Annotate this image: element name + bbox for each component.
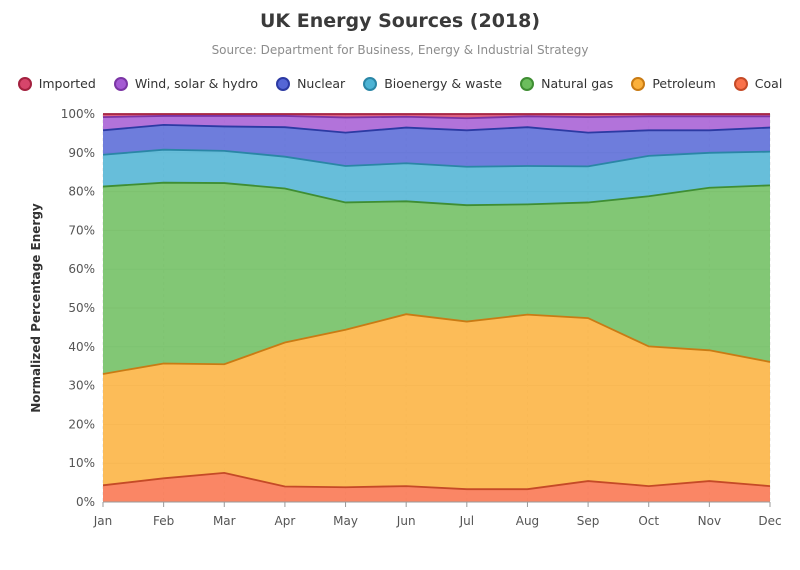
legend-swatch [520, 76, 535, 91]
x-tick-label: May [333, 514, 358, 528]
x-tick-label: Feb [153, 514, 174, 528]
legend-item[interactable]: Nuclear [276, 76, 345, 91]
legend-swatch [17, 76, 32, 91]
series-lines [102, 113, 771, 491]
legend-swatch [733, 76, 748, 91]
legend-label: Imported [38, 76, 96, 91]
y-tick-label: 90% [68, 146, 95, 160]
y-axis: 0% 10% 20% 30% 40% 50% 60% 70% 80% 90% 100% [61, 107, 95, 509]
chart-subtitle: Source: Department for Business, Energy … [211, 43, 589, 57]
y-tick-label: 100% [61, 107, 95, 121]
y-tick-label: 50% [68, 301, 95, 315]
line-wind-solar-hydro [102, 115, 770, 120]
legend-item[interactable]: Bioenergy & waste [363, 76, 502, 91]
legend-label: Wind, solar & hydro [134, 76, 259, 91]
x-tick-label: Dec [758, 514, 781, 528]
legend-label: Bioenergy & waste [384, 76, 503, 91]
x-tick-label: Oct [638, 514, 659, 528]
chart-legend: Imported Wind, solar & hydro Nuclear Bioene… [0, 76, 800, 91]
x-tick-label: Jul [459, 514, 474, 528]
legend-label: Nuclear [297, 76, 346, 91]
legend-item[interactable]: Imported [17, 76, 96, 91]
x-tick-label: Aug [516, 514, 539, 528]
area-petroleum [103, 314, 770, 490]
area-natural-gas [103, 182, 770, 374]
y-tick-label: 0% [76, 495, 95, 509]
y-axis-title: Normalized Percentage Energy [29, 203, 43, 413]
y-tick-label: 60% [68, 262, 95, 276]
legend-swatch [631, 76, 646, 91]
chart-title: UK Energy Sources (2018) [259, 10, 541, 32]
x-tick-label: Jan [93, 514, 113, 528]
legend-swatch [113, 76, 128, 91]
y-tick-label: 30% [68, 379, 95, 393]
line-natural-gas [102, 181, 771, 207]
areas [103, 114, 770, 502]
line-coal [102, 471, 771, 491]
line-nuclear [102, 123, 771, 134]
y-tick-label: 40% [68, 340, 95, 354]
legend-label: Natural gas [541, 76, 614, 91]
x-tick-label: Mar [213, 514, 236, 528]
area-wind-solar-hydro [103, 115, 770, 133]
y-tick-label: 10% [68, 456, 95, 470]
x-tick-label: Sep [577, 514, 600, 528]
y-tick-label: 80% [68, 185, 95, 199]
area-bioenergy-waste [103, 149, 770, 206]
legend-item[interactable]: Coal [733, 76, 783, 91]
legend-swatch [276, 76, 291, 91]
line-petroleum [102, 313, 771, 375]
x-tick-label: Apr [275, 514, 296, 528]
legend-swatch [363, 76, 378, 91]
y-tick-label: 70% [68, 223, 95, 237]
legend-label: Petroleum [652, 76, 716, 91]
legend-label: Coal [754, 76, 783, 91]
line-bioenergy-waste [102, 148, 771, 168]
x-tick-label: Nov [698, 514, 721, 528]
y-tick-label: 20% [68, 417, 95, 431]
area-coal [103, 472, 770, 502]
area-nuclear [103, 124, 770, 167]
x-tick-label: Jun [396, 514, 416, 528]
x-axis: Jan Feb Mar Apr May Jun Jul Aug Sep Oct Nov Dec [93, 502, 782, 528]
legend-item[interactable]: Wind, solar & hydro [113, 76, 259, 91]
legend-item[interactable]: Natural gas [520, 76, 613, 91]
legend-item[interactable]: Petroleum [631, 76, 716, 91]
